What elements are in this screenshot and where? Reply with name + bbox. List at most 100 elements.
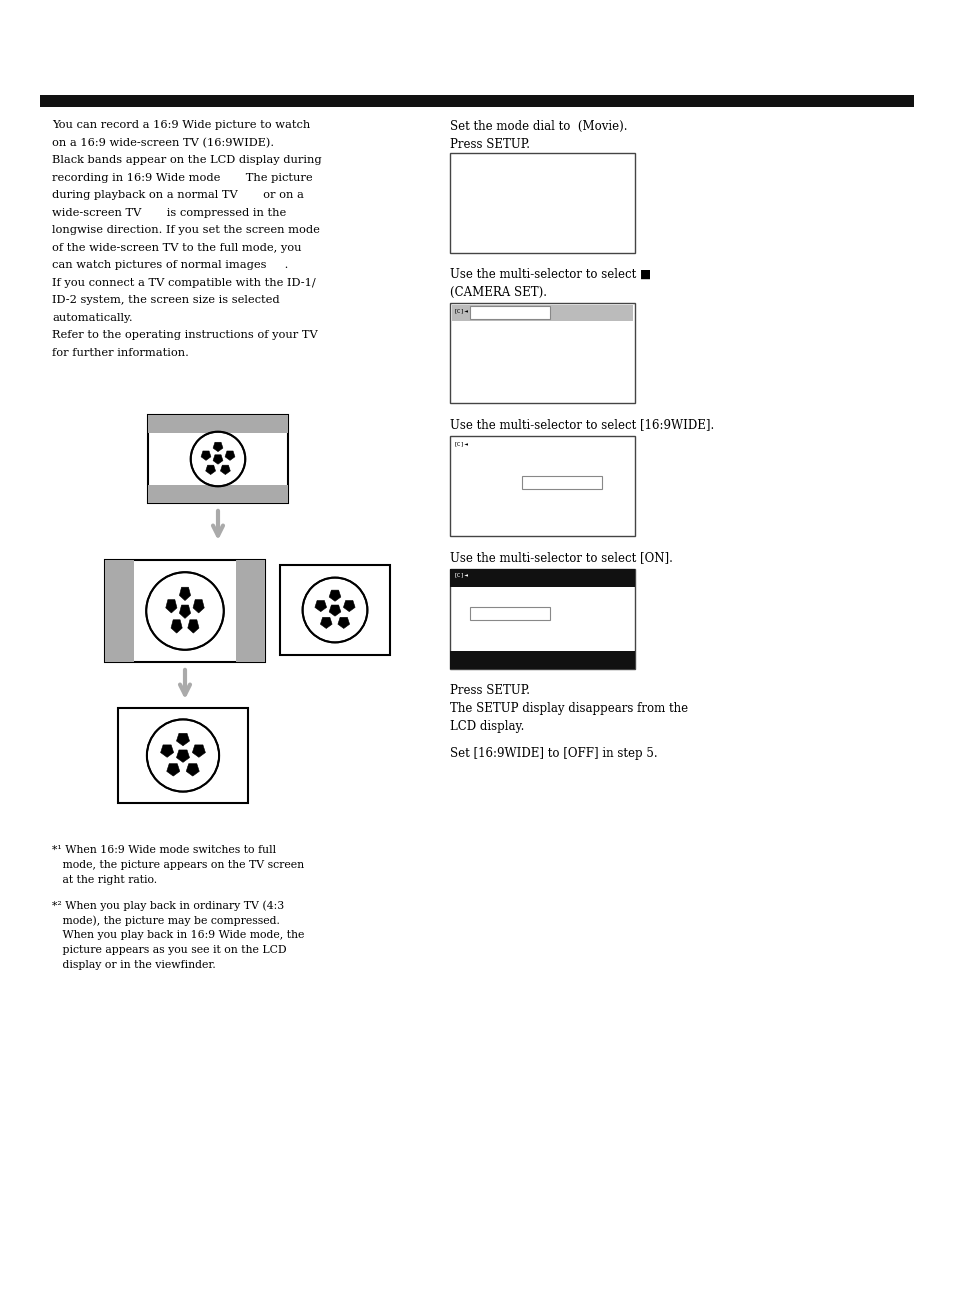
Text: [🎬]◄: [🎬]◄ [455, 158, 470, 164]
Bar [148, 414, 288, 503]
Text: [C]◄: [C]◄ [454, 308, 469, 313]
Polygon shape [206, 465, 215, 474]
Text: picture appears as you see it on the LCD: picture appears as you see it on the LCD [52, 944, 286, 955]
Text: Use the multi-selector to select ■: Use the multi-selector to select ■ [450, 268, 651, 281]
Text: □: □ [455, 338, 458, 343]
Bar [148, 414, 288, 433]
Polygon shape [166, 600, 176, 613]
Bar [450, 569, 635, 587]
Text: [C]◄: [C]◄ [454, 572, 469, 577]
Text: LCD display.: LCD display. [450, 720, 524, 733]
Text: [C]◄: [C]◄ [454, 440, 469, 446]
Bar [118, 708, 248, 803]
Polygon shape [343, 600, 355, 612]
Bar [105, 560, 265, 662]
Text: for further information.: for further information. [52, 348, 189, 357]
Text: ≡: ≡ [455, 364, 458, 369]
Text: □: □ [455, 184, 458, 188]
Bar [148, 486, 288, 503]
Polygon shape [160, 744, 173, 757]
Text: ID-2 system, the screen size is selected: ID-2 system, the screen size is selected [52, 295, 279, 305]
Circle shape [146, 573, 224, 650]
Polygon shape [186, 764, 199, 776]
Polygon shape [201, 451, 211, 460]
Polygon shape [176, 750, 190, 763]
Text: p: p [455, 523, 458, 527]
Bar [280, 565, 390, 655]
Bar [105, 560, 133, 662]
Text: Press SETUP.: Press SETUP. [450, 138, 530, 151]
Text: ⊕: ⊕ [455, 351, 458, 356]
Bar [521, 475, 601, 488]
Text: at the right ratio.: at the right ratio. [52, 876, 157, 885]
Polygon shape [213, 455, 223, 464]
Text: Refer to the operating instructions of your TV: Refer to the operating instructions of y… [52, 330, 317, 340]
Text: Use the multi-selector to select [ON].: Use the multi-selector to select [ON]. [450, 551, 672, 564]
Text: of the wide-screen TV to the full mode, you: of the wide-screen TV to the full mode, … [52, 243, 301, 252]
Polygon shape [225, 451, 234, 460]
Text: When you play back in 16:9 Wide mode, the: When you play back in 16:9 Wide mode, th… [52, 930, 304, 940]
Text: longwise direction. If you set the screen mode: longwise direction. If you set the scree… [52, 225, 319, 235]
Bar [40, 95, 913, 107]
Text: ≡≡: ≡≡ [455, 377, 462, 382]
Polygon shape [171, 620, 182, 633]
Bar [450, 436, 635, 536]
Polygon shape [213, 442, 223, 452]
Polygon shape [320, 617, 332, 629]
Text: ⊕: ⊕ [455, 617, 458, 622]
Bar [450, 303, 635, 403]
Bar [450, 153, 635, 253]
Bar [450, 651, 635, 669]
Text: ≡≡: ≡≡ [455, 511, 462, 514]
Bar [470, 307, 550, 320]
Polygon shape [329, 590, 340, 601]
Text: p: p [455, 236, 458, 242]
Text: ≡: ≡ [455, 498, 458, 501]
Text: Set [16:9WIDE] to [OFF] in step 5.: Set [16:9WIDE] to [OFF] in step 5. [450, 747, 657, 760]
Text: Set the mode dial to  (Movie).: Set the mode dial to (Movie). [450, 120, 627, 132]
Text: ⊙: ⊙ [455, 325, 458, 330]
Text: p: p [455, 390, 458, 395]
Circle shape [191, 431, 245, 486]
Text: □: □ [455, 472, 458, 475]
Text: on a 16:9 wide-screen TV (16:9WIDE).: on a 16:9 wide-screen TV (16:9WIDE). [52, 138, 274, 148]
Text: Use the multi-selector to select [16:9WIDE].: Use the multi-selector to select [16:9WI… [450, 418, 714, 431]
Circle shape [147, 720, 219, 791]
Text: automatically.: automatically. [52, 313, 132, 322]
Polygon shape [188, 620, 199, 633]
Bar [236, 560, 265, 662]
Text: If you connect a TV compatible with the ID-1/: If you connect a TV compatible with the … [52, 278, 315, 287]
Polygon shape [220, 465, 230, 474]
Polygon shape [179, 605, 191, 618]
Text: ⊙: ⊙ [455, 171, 458, 175]
Text: mode), the picture may be compressed.: mode), the picture may be compressed. [52, 914, 279, 926]
Text: You can record a 16:9 Wide picture to watch: You can record a 16:9 Wide picture to wa… [52, 120, 310, 130]
Text: Black bands appear on the LCD display during: Black bands appear on the LCD display du… [52, 155, 321, 165]
Text: during playback on a normal TV       or on a: during playback on a normal TV or on a [52, 190, 304, 200]
Polygon shape [176, 734, 190, 746]
Text: ⊕: ⊕ [455, 197, 458, 203]
Text: The SETUP display disappears from the: The SETUP display disappears from the [450, 701, 687, 714]
Text: can watch pictures of normal images     .: can watch pictures of normal images . [52, 260, 288, 270]
Polygon shape [193, 600, 204, 613]
Text: ≡: ≡ [455, 210, 458, 216]
Bar [452, 305, 633, 321]
Polygon shape [329, 605, 340, 616]
Text: ⊙: ⊙ [455, 591, 458, 596]
Text: ⊙: ⊙ [455, 459, 458, 462]
Text: ⊕: ⊕ [455, 485, 458, 488]
Polygon shape [179, 587, 191, 600]
Text: ≡≡: ≡≡ [455, 223, 462, 229]
Text: (CAMERA SET).: (CAMERA SET). [450, 286, 546, 299]
Text: mode, the picture appears on the TV screen: mode, the picture appears on the TV scre… [52, 860, 304, 870]
Circle shape [302, 578, 367, 643]
Bar [470, 607, 550, 620]
Text: *¹ When 16:9 Wide mode switches to full: *¹ When 16:9 Wide mode switches to full [52, 846, 275, 855]
Polygon shape [337, 617, 349, 629]
Text: display or in the viewfinder.: display or in the viewfinder. [52, 960, 215, 970]
Polygon shape [314, 600, 326, 612]
Bar [450, 569, 635, 669]
Text: □: □ [455, 604, 458, 609]
Text: ◄: ◄ [515, 479, 519, 488]
Text: Press SETUP.: Press SETUP. [450, 685, 530, 698]
